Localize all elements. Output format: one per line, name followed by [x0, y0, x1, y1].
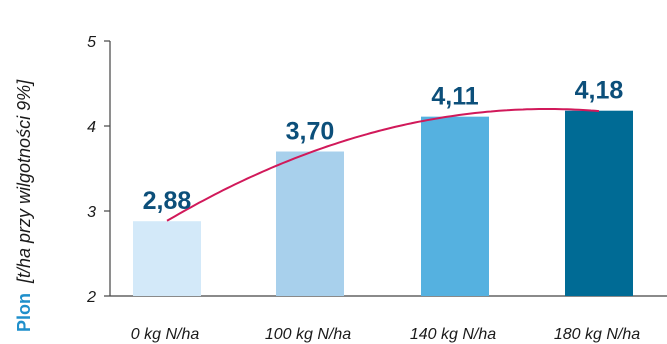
x-tick-label: 0 kg N/ha	[131, 326, 200, 343]
bar	[133, 221, 201, 296]
x-tick-label: 180 kg N/ha	[554, 326, 640, 343]
x-tick-label: 100 kg N/ha	[265, 326, 351, 343]
y-axis-label: Plon [t/ha przy wilgotności 9%]	[14, 79, 34, 332]
bar-value-label: 2,88	[143, 187, 192, 215]
bar	[421, 116, 489, 297]
bar-value-label: 4,18	[575, 77, 624, 105]
bar-value-label: 3,70	[286, 118, 335, 146]
trend-line	[166, 108, 600, 222]
bar-value-label: 4,11	[431, 83, 478, 111]
x-tick-label: 140 kg N/ha	[410, 326, 496, 343]
bar	[276, 151, 344, 296]
y-tick-label: 5	[87, 34, 96, 51]
y-tick-label: 2	[86, 289, 96, 306]
y-tick-label: 3	[87, 204, 96, 221]
y-axis-label-unit: [t/ha przy wilgotności 9%]	[14, 79, 34, 284]
y-tick-label: 4	[87, 119, 96, 136]
y-axis-label-bold: Plon	[14, 293, 34, 332]
bar	[565, 110, 633, 296]
svg-text:Plon [t/ha przy wilgotno: Plon [t/ha przy wilgotności 9%]	[14, 79, 34, 332]
